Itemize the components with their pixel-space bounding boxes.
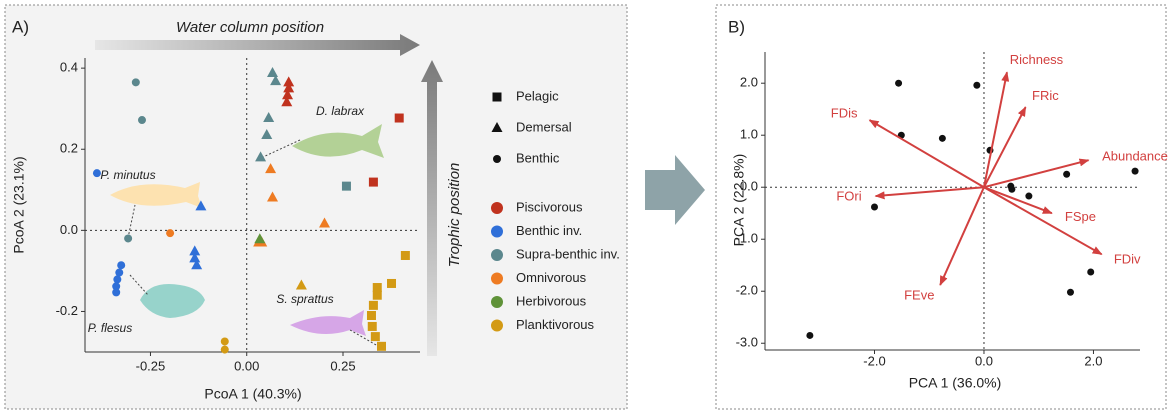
y-tick-label: -2.0 [736, 283, 758, 298]
species-label: D. labrax [316, 104, 365, 118]
legend-swatch [491, 249, 503, 261]
legend-shape [493, 155, 501, 163]
x-tick-label: 2.0 [1084, 353, 1102, 368]
legend-label: Pelagic [516, 88, 559, 103]
legend-label: Planktivorous [516, 317, 595, 332]
data-point [395, 114, 404, 123]
legend-swatch [491, 226, 503, 238]
data-point [113, 275, 121, 283]
data-point [342, 182, 351, 191]
species-label: S. sprattus [276, 292, 333, 306]
x-tick-label: 0.25 [330, 358, 355, 373]
legend-swatch [491, 273, 503, 285]
data-point [1063, 171, 1070, 178]
data-point [132, 78, 140, 86]
y-tick-label: 0.4 [60, 60, 78, 75]
legend-label: Piscivorous [516, 199, 583, 214]
panel-b-frame [716, 5, 1166, 409]
y-tick-label: 0.0 [740, 179, 758, 194]
x-tick-label: 0.00 [234, 358, 259, 373]
data-point [371, 332, 380, 341]
loading-label: FDiv [1114, 252, 1141, 267]
page: A) PcoA 1 (40.3%) PcoA 2 (23.1%) -0.25 0.00 0… [0, 0, 1172, 414]
data-point [221, 346, 229, 354]
x-arrow-label: Water column position [176, 19, 324, 36]
y-tick-label: -3.0 [736, 335, 758, 350]
data-point [368, 322, 377, 331]
data-point [112, 288, 120, 296]
data-point [871, 203, 878, 210]
connector-arrow [645, 155, 705, 225]
data-point [138, 116, 146, 124]
panel-label: A) [12, 17, 29, 36]
loading-label: FEve [904, 287, 934, 302]
loading-label: FSpe [1065, 209, 1096, 224]
data-point [124, 234, 132, 242]
legend-label: Demersal [516, 119, 572, 134]
data-point [377, 342, 386, 351]
data-point [1087, 268, 1094, 275]
legend-label: Benthic inv. [516, 223, 582, 238]
y-tick-label: -1.0 [736, 231, 758, 246]
data-point [1132, 168, 1139, 175]
data-point [1067, 289, 1074, 296]
data-point [939, 135, 946, 142]
y-tick-label: 0.0 [60, 222, 78, 237]
data-point [373, 291, 382, 300]
x-tick-label: 0.0 [975, 353, 993, 368]
y-tick-label: 2.0 [740, 75, 758, 90]
data-point [1008, 186, 1015, 193]
y-tick-label: -0.2 [56, 303, 78, 318]
x-tick-label: -0.25 [136, 358, 166, 373]
y-tick-label: 1.0 [740, 127, 758, 142]
loading-label: FOri [836, 188, 861, 203]
y-tick-label: 0.2 [60, 141, 78, 156]
legend-label: Herbivorous [516, 293, 587, 308]
legend-label: Benthic [516, 150, 560, 165]
y-arrow-label: Trophic position [446, 163, 463, 268]
data-point [895, 80, 902, 87]
legend-shape [493, 93, 502, 102]
x-tick-label: -2.0 [863, 353, 885, 368]
y-axis-title: PcoA 2 (23.1%) [11, 156, 27, 253]
data-point [369, 178, 378, 187]
loading-label: FDis [831, 105, 858, 120]
legend-label: Omnivorous [516, 270, 587, 285]
data-point [221, 337, 229, 345]
data-point [115, 269, 123, 277]
loading-label: FRic [1032, 88, 1059, 103]
data-point [401, 251, 410, 260]
data-point [367, 311, 376, 320]
loading-label: Abundance [1102, 149, 1168, 164]
data-point [93, 169, 101, 177]
x-axis-title: PcoA 1 (40.3%) [204, 386, 301, 402]
data-point [373, 283, 382, 292]
data-point [806, 332, 813, 339]
species-label: P. flesus [88, 321, 132, 335]
figure: A) PcoA 1 (40.3%) PcoA 2 (23.1%) -0.25 0.00 0… [0, 0, 1172, 414]
data-point [166, 229, 174, 237]
data-point [973, 82, 980, 89]
legend-swatch [491, 296, 503, 308]
data-point [387, 279, 396, 288]
species-label: P. minutus [100, 168, 155, 182]
data-point [117, 261, 125, 269]
legend-label: Supra-benthic inv. [516, 246, 620, 261]
data-point [1025, 193, 1032, 200]
legend-swatch [491, 320, 503, 332]
panel-label: B) [728, 17, 745, 36]
legend-swatch [491, 202, 503, 214]
data-point [369, 301, 378, 310]
x-axis-title: PCA 1 (36.0%) [909, 375, 1002, 391]
loading-label: Richness [1010, 52, 1064, 67]
